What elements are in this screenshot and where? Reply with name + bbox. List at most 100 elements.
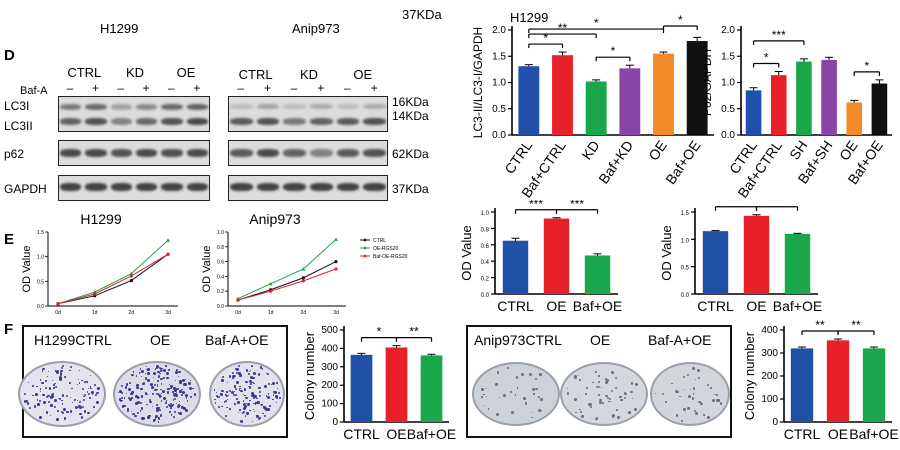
colony-dot (244, 388, 247, 391)
blot-band (85, 118, 107, 125)
culture-dish (560, 362, 648, 426)
y-tick-label: 400 (761, 325, 778, 336)
data-point (334, 260, 338, 264)
colony-dot (631, 397, 633, 400)
colony-bar-chart-2: 0 100 200 300 400 Colony number CTRL OE Baf+OE **… (742, 318, 899, 442)
blot-band (85, 149, 107, 157)
colony-dot (75, 406, 79, 410)
colony-dot (87, 411, 90, 415)
lane-group-label: CTRL (67, 65, 102, 80)
lane-group-label: CTRL (238, 67, 273, 82)
colony-dot (516, 387, 519, 390)
colony-dot (137, 386, 139, 389)
bar (350, 354, 373, 422)
bar (862, 348, 886, 422)
colony-dot (481, 388, 484, 392)
colony-dot (531, 411, 533, 413)
line-chart-title: H1299 (80, 211, 121, 227)
colony-dot (189, 379, 191, 381)
size-marker-14kda: 14KDa (392, 109, 429, 123)
baf-a-label: Baf-A (20, 85, 48, 97)
colony-dot (251, 364, 254, 367)
colony-dot (23, 399, 27, 403)
colony-dot (246, 411, 249, 414)
colony-dot (123, 396, 126, 399)
y-tick-label: 1.5 (492, 51, 506, 62)
colony-dot (252, 376, 255, 379)
colony-dot (53, 398, 57, 402)
bar (846, 102, 863, 135)
colony-dot (170, 402, 173, 405)
colony-dot (528, 372, 532, 376)
colony-dot (152, 419, 156, 423)
colony-dot (90, 387, 93, 390)
colony-dot (239, 420, 243, 424)
colony-dot (60, 411, 63, 414)
colony-dot (215, 391, 218, 394)
colony-dot (692, 387, 696, 391)
data-point (334, 237, 338, 241)
colony-dot (624, 392, 627, 396)
colony-dot (182, 379, 186, 382)
colony-dot (163, 368, 167, 372)
colony-dot (160, 414, 163, 417)
colony-dot (173, 387, 177, 390)
blot-band (363, 183, 386, 191)
colony-dot (239, 385, 241, 388)
colony-dot (619, 395, 622, 399)
colony-dot (59, 373, 62, 376)
colony-dot (169, 385, 173, 389)
colony-dot (595, 370, 597, 373)
colony-dot (180, 405, 185, 409)
y-axis-label: LC3-II/LC3-I/GAPDH (471, 27, 485, 138)
colony-dot (711, 399, 715, 403)
colony-dot (255, 401, 258, 405)
colony-dot (146, 378, 150, 382)
colony-dot (58, 375, 62, 379)
blot-band (161, 104, 183, 110)
colony-dot (235, 368, 239, 372)
colony-dot (78, 370, 80, 372)
x-category-label: OE (828, 426, 848, 442)
colony-dot (699, 402, 702, 405)
colony-dot (248, 386, 250, 388)
colony-dot (54, 406, 57, 409)
series-line (57, 239, 169, 305)
colony-dot (159, 372, 161, 375)
colony-dot (161, 368, 163, 370)
colony-dot (265, 408, 268, 411)
colony-dot (617, 416, 620, 419)
colony-dot (240, 390, 243, 393)
colony-dot (173, 395, 176, 397)
plate-label-oe-right: OE (590, 332, 611, 348)
y-tick-label: 1.0 (481, 211, 490, 217)
significance-stars: *** (570, 200, 584, 211)
plate-label-baf-oe-left: Baf-A+OE (205, 332, 269, 348)
y-tick-label: 2.0 (721, 25, 735, 36)
colony-dot (157, 421, 160, 423)
colony-dot (178, 370, 181, 374)
colony-dot (503, 393, 507, 397)
colony-dot (243, 400, 245, 402)
anip973-colony-plate-frame (466, 325, 732, 438)
colony-dot (174, 380, 176, 382)
bar (745, 90, 762, 135)
colony-dot (267, 408, 270, 411)
series-line (57, 253, 169, 305)
p62-blot-h1299 (58, 140, 210, 166)
bar (796, 61, 812, 135)
colony-dot (61, 367, 64, 370)
colony-dot (170, 407, 172, 409)
colony-dot (496, 412, 500, 416)
colony-dot (597, 381, 600, 384)
colony-dot (141, 370, 145, 374)
colony-dot (89, 386, 91, 388)
data-point (129, 278, 133, 283)
colony-dot (166, 372, 170, 376)
colony-dot (79, 401, 82, 404)
colony-dot (46, 395, 49, 398)
colony-dot (483, 393, 486, 396)
colony-dot (140, 375, 143, 378)
colony-dot (34, 393, 38, 396)
colony-dot (235, 371, 238, 374)
